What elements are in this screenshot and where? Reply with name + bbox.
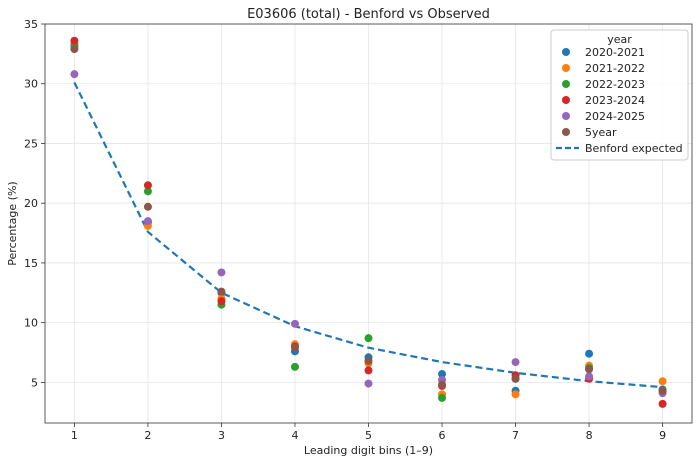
- legend-label: Benford expected: [585, 142, 683, 155]
- point-5year: [290, 343, 299, 352]
- point-2024-2025: [70, 70, 79, 79]
- legend-label: 2024-2025: [585, 110, 645, 123]
- point-2021-2022: [658, 377, 667, 386]
- point-2023-2024: [70, 36, 79, 45]
- point-2024-2025: [143, 217, 152, 226]
- point-2020-2021: [585, 349, 594, 358]
- x-tick-label: 5: [365, 429, 372, 442]
- y-tick-label: 35: [24, 18, 38, 31]
- benford-line-layer: [73, 82, 663, 389]
- y-tick-label: 25: [24, 137, 38, 150]
- point-2023-2024: [658, 399, 667, 408]
- axis-ticks: 1 2 3 4 5 6 7 8 9 5 10 15 20 25 30 35: [24, 18, 666, 442]
- y-tick-label: 10: [24, 317, 38, 330]
- x-tick-label: 2: [144, 429, 151, 442]
- point-2024-2025: [511, 358, 520, 367]
- x-tick-label: 4: [291, 429, 298, 442]
- legend-label: 2021-2022: [585, 62, 645, 75]
- legend-title: year: [607, 33, 632, 46]
- point-2022-2023: [438, 393, 447, 402]
- point-5year: [143, 202, 152, 211]
- y-tick-label: 20: [24, 197, 38, 210]
- point-2023-2024: [364, 366, 373, 375]
- x-tick-label: 7: [512, 429, 519, 442]
- legend-label: 5year: [585, 126, 617, 139]
- point-2024-2025: [364, 379, 373, 388]
- point-2024-2025: [217, 268, 226, 277]
- point-5year: [438, 380, 447, 389]
- legend-label: 2022-2023: [585, 78, 645, 91]
- point-5year: [364, 356, 373, 365]
- y-tick-label: 15: [24, 257, 38, 270]
- point-5year: [658, 386, 667, 395]
- chart-title: E03606 (total) - Benford vs Observed: [247, 7, 490, 22]
- point-2022-2023: [290, 362, 299, 371]
- point-5year: [511, 374, 520, 383]
- legend-box: [550, 29, 689, 161]
- point-2023-2024: [143, 181, 152, 190]
- x-tick-label: 8: [586, 429, 593, 442]
- y-axis-title: Percentage (%): [6, 181, 19, 265]
- point-2022-2023: [143, 187, 152, 196]
- x-tick-label: 3: [218, 429, 225, 442]
- point-2020-2021: [438, 370, 447, 379]
- legend-marker: [562, 80, 570, 88]
- point-5year: [585, 365, 594, 374]
- point-2024-2025: [290, 319, 299, 328]
- x-tick-label: 6: [439, 429, 446, 442]
- legend-marker: [562, 128, 570, 136]
- point-2023-2024: [217, 297, 226, 306]
- legend-label: 2023-2024: [585, 94, 645, 107]
- y-tick-label: 30: [24, 78, 38, 91]
- legend-marker: [562, 112, 570, 120]
- legend-marker: [562, 48, 570, 56]
- legend-marker: [562, 64, 570, 72]
- point-2022-2023: [364, 334, 373, 343]
- x-axis-title: Leading digit bins (1–9): [304, 444, 433, 457]
- point-2024-2025: [585, 372, 594, 381]
- point-5year: [217, 287, 226, 296]
- x-tick-label: 1: [71, 429, 78, 442]
- legend-marker: [562, 96, 570, 104]
- x-tick-label: 9: [659, 429, 666, 442]
- data-points: [70, 36, 667, 408]
- legend-label: 2020-2021: [585, 46, 645, 59]
- benford-expected-line: [73, 82, 663, 389]
- point-2021-2022: [511, 390, 520, 399]
- point-5year: [70, 45, 79, 54]
- y-tick-label: 5: [31, 376, 38, 389]
- legend: year 2020-2021 2021-2022 2022-2023 2023-202…: [550, 29, 689, 161]
